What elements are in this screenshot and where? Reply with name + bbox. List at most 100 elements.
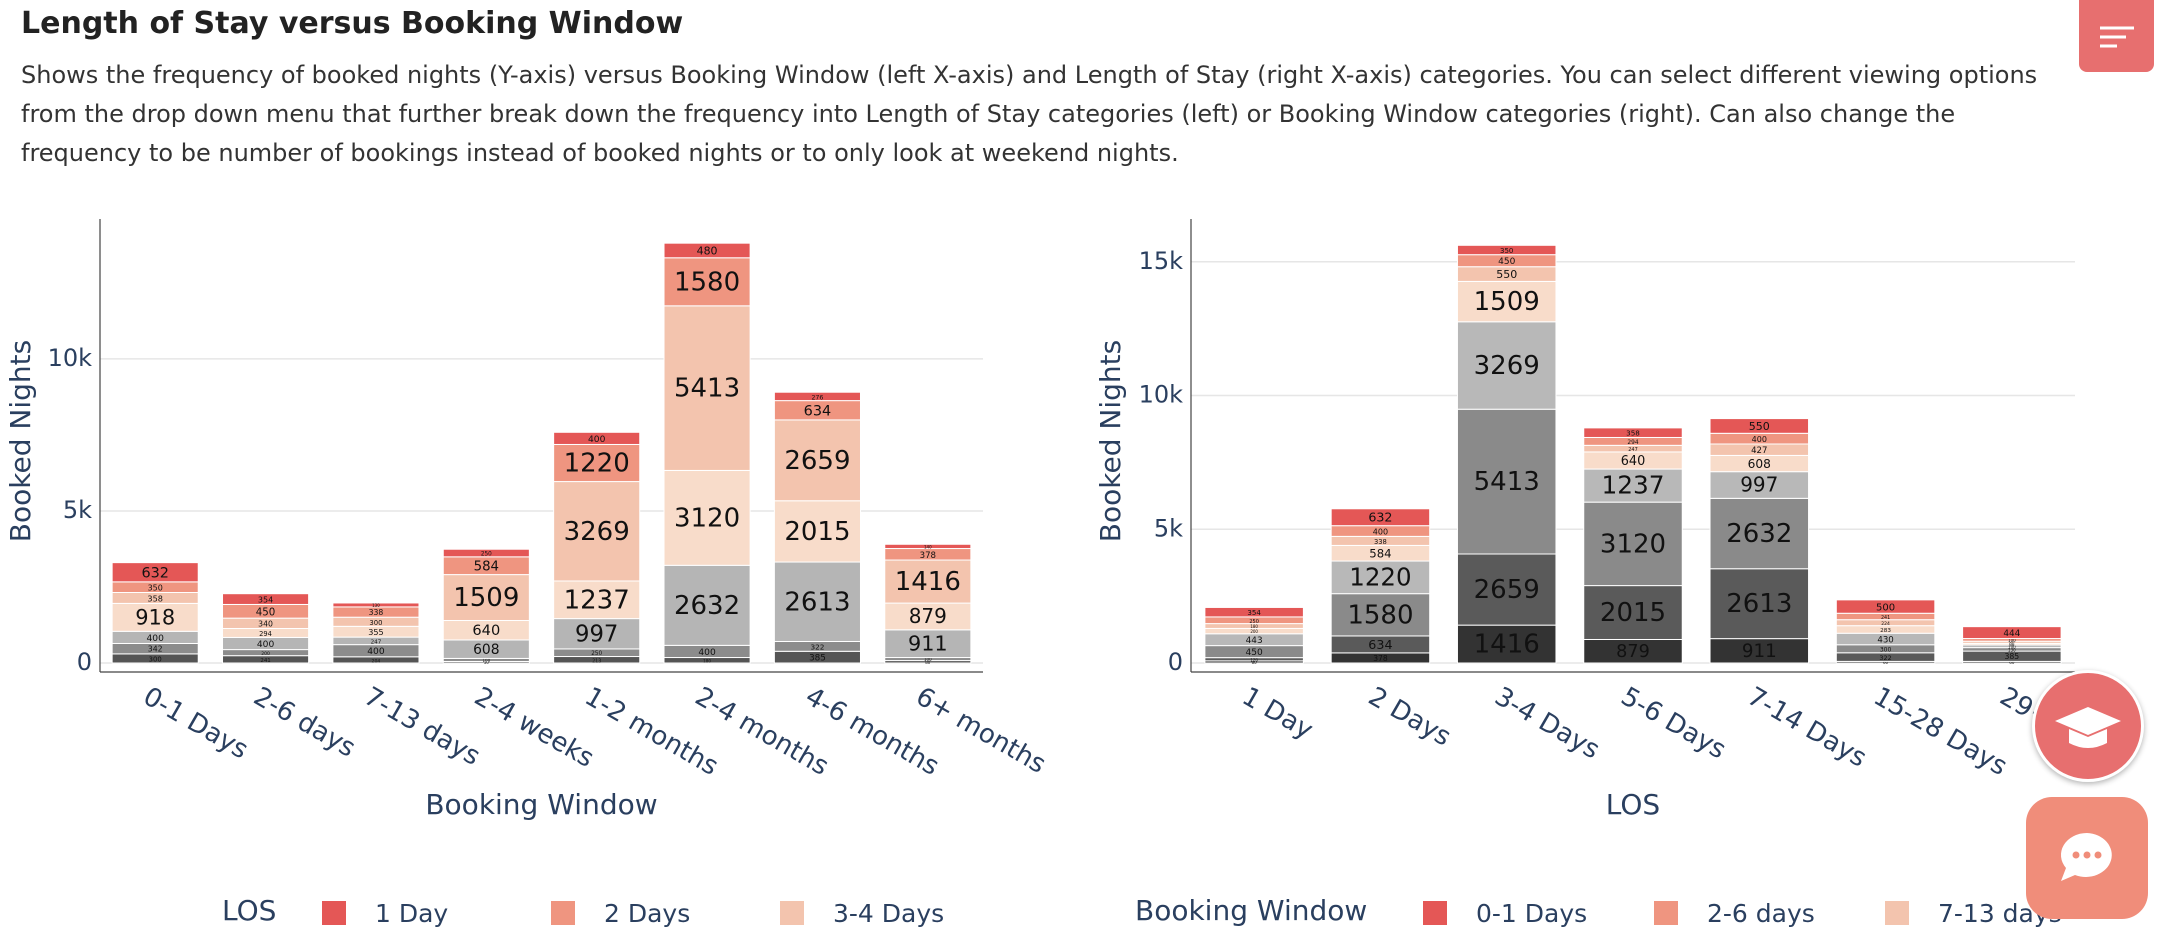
value-label: 300 [1880,646,1892,653]
value-label: 640 [472,622,500,639]
value-label: 634 [804,403,832,419]
bar-segment [773,419,861,502]
bar-segment [884,543,972,550]
bar-segment [1456,624,1557,664]
value-label: 1580 [1347,600,1413,630]
value-label: 918 [135,605,175,629]
value-label: 338 [369,608,384,617]
value-label: 1509 [453,583,519,613]
value-label: 1580 [674,267,740,297]
legend-swatch [1423,901,1447,925]
value-label: 247 [1628,447,1637,453]
legend-title: LOS [222,894,276,927]
legend-swatch [551,901,575,925]
bar-segment [1456,408,1557,555]
value-label: 5413 [674,374,740,404]
bar-segment [1330,593,1431,637]
value-label: 608 [473,642,499,658]
menu-icon [2100,26,2134,48]
value-label: 354 [258,596,273,605]
bar-segment [442,574,530,621]
value-label: 213 [592,658,601,664]
bar-segment [1204,606,1304,618]
value-label: 400 [698,648,716,658]
value-label: 385 [2004,652,2019,661]
bar-segment [663,242,751,259]
value-label: 1220 [1349,562,1411,591]
value-label: 400 [146,634,164,644]
value-label: 1416 [895,567,961,597]
value-label: 1220 [564,449,630,479]
value-label: 911 [1742,641,1777,662]
value-label: 250 [481,552,492,558]
legend-label: 2-6 days [1707,899,1815,928]
value-label: 300 [369,619,382,627]
x-axis-title: Booking Window [425,788,657,821]
bar-segment [1835,599,1936,614]
value-label: 632 [1368,510,1392,525]
x-tick-label: 7-14 Days [1742,682,1871,774]
bar-segment [773,391,861,402]
legend-label: 3-4 Days [833,899,944,928]
value-label: 130 [372,603,380,608]
y-tick-label: 5k [1154,514,1183,542]
bar-segment [1709,418,1810,434]
x-tick-label: 1 Day [1237,682,1318,746]
value-label: 997 [1740,473,1778,497]
value-label: 180 [1250,624,1258,629]
value-label: 911 [908,632,948,656]
bar-segment [773,500,861,563]
value-label: 550 [1749,420,1770,433]
chat-button[interactable] [2026,797,2148,919]
value-label: 80 [1252,660,1258,665]
value-label: 283 [1880,628,1891,634]
bar-segment [553,443,641,483]
value-label: 200 [261,651,270,657]
page-title: Length of Stay versus Booking Window [21,6,684,41]
description: Shows the frequency of booked nights (Y-… [21,61,2038,167]
bar-segment [663,305,751,471]
value-label: 2632 [1726,519,1792,549]
value-label: 180 [703,658,711,663]
value-label: 224 [1881,621,1890,627]
x-tick-label: 2 Days [1363,682,1456,753]
tutorial-button[interactable] [2032,670,2144,782]
legend-label: 2 Days [604,899,690,928]
value-label: 350 [1500,246,1513,255]
value-label: 342 [148,645,163,654]
value-label: 879 [1616,642,1650,662]
value-label: 60 [2009,660,2015,665]
value-label: 1509 [1474,287,1540,317]
y-tick-label: 0 [1168,648,1183,676]
bar-segment [663,257,751,307]
value-label: 250 [591,651,602,657]
value-label: 350 [148,584,163,593]
bar-segment [1456,553,1557,626]
value-label: 200 [1250,629,1258,634]
value-label: 204 [372,658,381,664]
value-label: 5413 [1474,467,1540,497]
legend-swatch [1885,901,1909,925]
legend-label: 0-1 Days [1476,899,1587,928]
bar-segment [111,602,199,632]
value-label: 400 [1373,528,1388,537]
value-label: 250 [1249,619,1259,625]
value-label: 100 [482,658,490,663]
value-label: 140 [924,544,932,549]
legend-swatch [780,901,804,925]
bar-segment [1330,508,1431,527]
value-label: 3120 [674,503,740,533]
bar-segment [1709,497,1810,570]
bar-segment [553,580,641,620]
value-label: 276 [811,394,823,401]
value-label: 378 [1373,654,1388,663]
value-label: 241 [1881,615,1890,621]
y-axis-title: Booked Nights [1094,340,1127,542]
value-label: 322 [1879,654,1891,662]
value-label: 634 [1368,637,1392,652]
value-label: 2659 [784,446,850,476]
value-label: 385 [809,654,826,664]
bar-segment [332,602,420,608]
value-label: 450 [1246,648,1263,658]
menu-button[interactable] [2079,0,2154,72]
